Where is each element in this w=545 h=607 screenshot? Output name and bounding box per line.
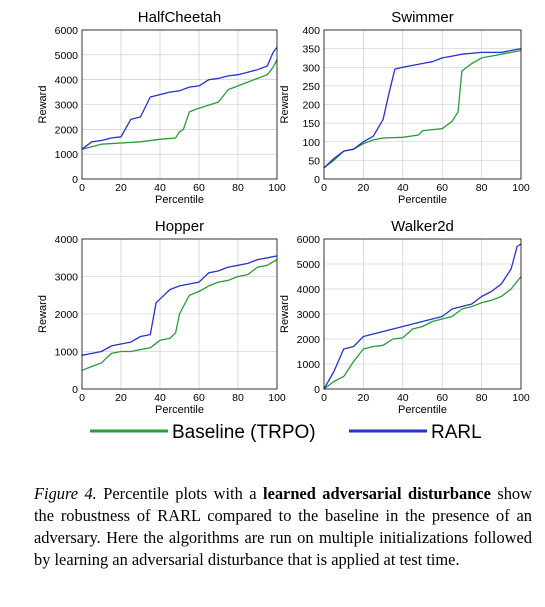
x-tick-label: 20 <box>115 392 127 404</box>
chart-title: Walker2d <box>391 218 454 235</box>
caption-text-1: Percentile plots with a <box>103 484 257 503</box>
x-tick-label: 0 <box>79 182 85 194</box>
y-tick-label: 3000 <box>297 309 321 321</box>
series-line-rarl <box>323 47 522 169</box>
x-tick-label: 40 <box>397 392 409 404</box>
x-tick-label: 20 <box>358 182 370 194</box>
legend-label-rarl: RARL <box>431 422 482 443</box>
y-tick-label: 6000 <box>297 234 321 246</box>
chart-title: Swimmer <box>391 9 454 26</box>
y-tick-label: 350 <box>302 44 320 56</box>
x-tick-label: 40 <box>397 182 409 194</box>
x-tick-label: 80 <box>476 392 488 404</box>
y-tick-label: 4000 <box>55 75 79 87</box>
y-tick-label: 2000 <box>55 124 79 136</box>
legend-label-baseline: Baseline (TRPO) <box>172 422 316 443</box>
y-tick-label: 0 <box>72 174 78 186</box>
y-tick-label: 5000 <box>297 259 321 271</box>
x-tick-label: 40 <box>154 392 166 404</box>
x-tick-label: 100 <box>512 392 530 404</box>
y-tick-label: 100 <box>302 137 320 149</box>
halfcheetah-chart: 0 20 40 60 80 1000100020003000400050006000Hal… <box>37 9 286 206</box>
plot-frame <box>81 238 278 390</box>
caption-bold: learned adversarial disturbance <box>263 484 491 503</box>
caption-label: Figure 4. <box>34 484 97 503</box>
y-tick-label: 250 <box>302 81 320 93</box>
x-tick-label: 100 <box>268 392 286 404</box>
y-tick-label: 0 <box>314 174 320 186</box>
x-tick-label: 20 <box>115 182 127 194</box>
y-tick-label: 200 <box>302 100 320 112</box>
series-line-baseline <box>323 276 522 390</box>
x-tick-label: 60 <box>193 182 205 194</box>
caption-text-2: show the robustness of RARL compared to … <box>34 484 532 569</box>
y-axis-label: Reward <box>279 295 291 333</box>
y-tick-label: 5000 <box>55 50 79 62</box>
plot-frame <box>323 29 522 180</box>
walker2d-chart: 0 20 40 60 80 1000100020003000400050006000Wal… <box>279 218 530 416</box>
x-axis-label: Percentile <box>398 194 447 206</box>
y-tick-label: 4000 <box>55 234 79 246</box>
x-tick-label: 0 <box>321 182 327 194</box>
y-tick-label: 1000 <box>297 359 321 371</box>
x-tick-label: 60 <box>436 392 448 404</box>
x-tick-label: 20 <box>358 392 370 404</box>
y-tick-label: 3000 <box>55 272 79 284</box>
figure-caption: Figure 4. Percentile plots with a learne… <box>34 483 532 571</box>
y-tick-label: 3000 <box>55 100 79 112</box>
x-tick-label: 0 <box>79 392 85 404</box>
legend: Baseline (TRPO) RARL <box>90 422 482 443</box>
y-tick-label: 0 <box>314 384 320 396</box>
x-tick-label: 80 <box>232 392 244 404</box>
y-tick-label: 300 <box>302 62 320 74</box>
series-line-rarl <box>81 255 278 356</box>
y-tick-label: 4000 <box>297 284 321 296</box>
chart-title: Hopper <box>155 218 204 235</box>
y-tick-label: 0 <box>72 384 78 396</box>
x-tick-label: 100 <box>512 182 530 194</box>
x-tick-label: 40 <box>154 182 166 194</box>
y-tick-label: 2000 <box>55 309 79 321</box>
y-tick-label: 150 <box>302 118 320 130</box>
x-tick-label: 80 <box>476 182 488 194</box>
y-tick-label: 400 <box>302 25 320 37</box>
x-tick-label: 60 <box>193 392 205 404</box>
plot-frame <box>323 238 522 390</box>
y-tick-label: 6000 <box>55 25 79 37</box>
plot-frame <box>81 29 278 180</box>
series-line-rarl <box>323 243 522 390</box>
y-tick-label: 1000 <box>55 347 79 359</box>
x-axis-label: Percentile <box>155 404 204 416</box>
chart-title: HalfCheetah <box>138 9 221 26</box>
series-line-baseline <box>81 259 278 371</box>
x-axis-label: Percentile <box>398 404 447 416</box>
y-axis-label: Reward <box>37 295 49 333</box>
swimmer-chart: 0 20 40 60 80 100 0 50 100 150 200 250 300 350 400 Swim… <box>279 9 530 206</box>
x-tick-label: 60 <box>436 182 448 194</box>
y-tick-label: 1000 <box>55 149 79 161</box>
x-tick-label: 0 <box>321 392 327 404</box>
y-axis-label: Reward <box>279 86 291 124</box>
y-tick-label: 2000 <box>297 334 321 346</box>
y-axis-label: Reward <box>37 86 49 124</box>
series-line-rarl <box>81 47 278 150</box>
y-tick-label: 50 <box>308 155 320 167</box>
x-tick-label: 80 <box>232 182 244 194</box>
x-axis-label: Percentile <box>155 194 204 206</box>
x-tick-label: 100 <box>268 182 286 194</box>
figure-panels: 0 20 40 60 80 1000100020003000400050006000Hal… <box>37 9 530 443</box>
series-line-baseline <box>81 59 278 150</box>
hopper-chart: 0 20 40 60 80 10001000200030004000HopperPerce… <box>37 218 286 416</box>
